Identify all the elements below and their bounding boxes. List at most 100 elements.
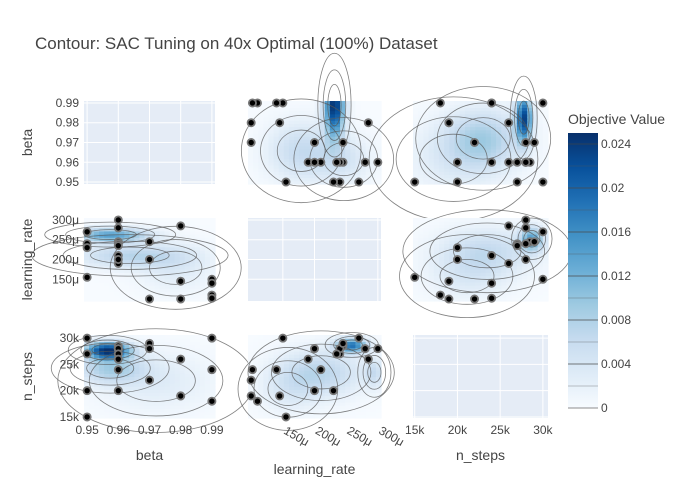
trial-point[interactable] xyxy=(445,119,452,126)
trial-point[interactable] xyxy=(311,387,318,394)
trial-point[interactable] xyxy=(208,295,215,302)
trial-point[interactable] xyxy=(339,139,346,146)
trial-point[interactable] xyxy=(208,366,215,373)
trial-point[interactable] xyxy=(531,139,538,146)
trial-point[interactable] xyxy=(411,178,418,185)
trial-point[interactable] xyxy=(115,216,122,223)
trial-point[interactable] xyxy=(177,278,184,285)
trial-point[interactable] xyxy=(522,216,529,223)
trial-point[interactable] xyxy=(311,345,318,352)
trial-point[interactable] xyxy=(115,256,122,263)
trial-point[interactable] xyxy=(84,387,91,394)
trial-point[interactable] xyxy=(273,366,280,373)
trial-point[interactable] xyxy=(115,242,122,249)
trial-point[interactable] xyxy=(522,256,529,263)
trial-point[interactable] xyxy=(339,340,346,347)
trial-point[interactable] xyxy=(454,159,461,166)
trial-point[interactable] xyxy=(84,335,91,342)
trial-point[interactable] xyxy=(471,139,478,146)
trial-point[interactable] xyxy=(505,222,512,229)
trial-point[interactable] xyxy=(84,413,91,420)
trial-point[interactable] xyxy=(454,244,461,251)
trial-point[interactable] xyxy=(177,222,184,229)
trial-point[interactable] xyxy=(84,244,91,251)
trial-point[interactable] xyxy=(84,350,91,357)
trial-point[interactable] xyxy=(374,159,381,166)
trial-point[interactable] xyxy=(311,139,318,146)
trial-point[interactable] xyxy=(522,159,529,166)
trial-point[interactable] xyxy=(539,178,546,185)
trial-point[interactable] xyxy=(311,159,318,166)
trial-point[interactable] xyxy=(248,392,255,399)
trial-point[interactable] xyxy=(374,345,381,352)
trial-point[interactable] xyxy=(249,366,256,373)
trial-point[interactable] xyxy=(445,278,452,285)
trial-point[interactable] xyxy=(355,178,362,185)
trial-point[interactable] xyxy=(514,178,521,185)
trial-point[interactable] xyxy=(333,350,340,357)
trial-point[interactable] xyxy=(282,178,289,185)
trial-point[interactable] xyxy=(437,291,444,298)
trial-point[interactable] xyxy=(208,335,215,342)
trial-point[interactable] xyxy=(365,119,372,126)
trial-point[interactable] xyxy=(471,295,478,302)
trial-point[interactable] xyxy=(276,392,283,399)
trial-point[interactable] xyxy=(362,159,369,166)
trial-point[interactable] xyxy=(505,159,512,166)
trial-point[interactable] xyxy=(362,345,369,352)
trial-point[interactable] xyxy=(488,252,495,259)
trial-point[interactable] xyxy=(177,392,184,399)
trial-point[interactable] xyxy=(454,178,461,185)
trial-point[interactable] xyxy=(411,274,418,281)
trial-point[interactable] xyxy=(522,139,529,146)
trial-point[interactable] xyxy=(84,274,91,281)
trial-point[interactable] xyxy=(177,356,184,363)
trial-point[interactable] xyxy=(454,256,461,263)
trial-point[interactable] xyxy=(115,366,122,373)
trial-point[interactable] xyxy=(330,387,337,394)
trial-point[interactable] xyxy=(248,377,255,384)
trial-point[interactable] xyxy=(445,295,452,302)
trial-point[interactable] xyxy=(248,119,255,126)
trial-point[interactable] xyxy=(522,224,529,231)
trial-point[interactable] xyxy=(115,387,122,394)
trial-point[interactable] xyxy=(488,159,495,166)
trial-point[interactable] xyxy=(539,276,546,283)
trial-point[interactable] xyxy=(365,356,372,363)
trial-point[interactable] xyxy=(317,366,324,373)
trial-point[interactable] xyxy=(276,119,283,126)
trial-point[interactable] xyxy=(254,398,261,405)
trial-point[interactable] xyxy=(437,99,444,106)
trial-point[interactable] xyxy=(355,335,362,342)
trial-point[interactable] xyxy=(273,99,280,106)
trial-point[interactable] xyxy=(333,159,340,166)
trial-point[interactable] xyxy=(146,345,153,352)
trial-point[interactable] xyxy=(305,356,312,363)
trial-point[interactable] xyxy=(522,240,529,247)
trial-point[interactable] xyxy=(146,256,153,263)
trial-point[interactable] xyxy=(279,335,286,342)
trial-point[interactable] xyxy=(282,413,289,420)
trial-point[interactable] xyxy=(115,224,122,231)
trial-point[interactable] xyxy=(514,242,521,249)
trial-point[interactable] xyxy=(488,280,495,287)
trial-point[interactable] xyxy=(84,228,91,235)
trial-point[interactable] xyxy=(115,356,122,363)
trial-point[interactable] xyxy=(488,295,495,302)
trial-point[interactable] xyxy=(177,295,184,302)
trial-point[interactable] xyxy=(146,238,153,245)
trial-point[interactable] xyxy=(505,119,512,126)
trial-point[interactable] xyxy=(539,99,546,106)
trial-point[interactable] xyxy=(208,280,215,287)
trial-point[interactable] xyxy=(146,377,153,384)
trial-point[interactable] xyxy=(488,99,495,106)
trial-point[interactable] xyxy=(248,139,255,146)
trial-point[interactable] xyxy=(505,260,512,267)
trial-point[interactable] xyxy=(330,178,337,185)
trial-point[interactable] xyxy=(539,228,546,235)
trial-point[interactable] xyxy=(249,99,256,106)
trial-point[interactable] xyxy=(514,159,521,166)
trial-point[interactable] xyxy=(531,238,538,245)
trial-point[interactable] xyxy=(208,398,215,405)
trial-point[interactable] xyxy=(146,295,153,302)
